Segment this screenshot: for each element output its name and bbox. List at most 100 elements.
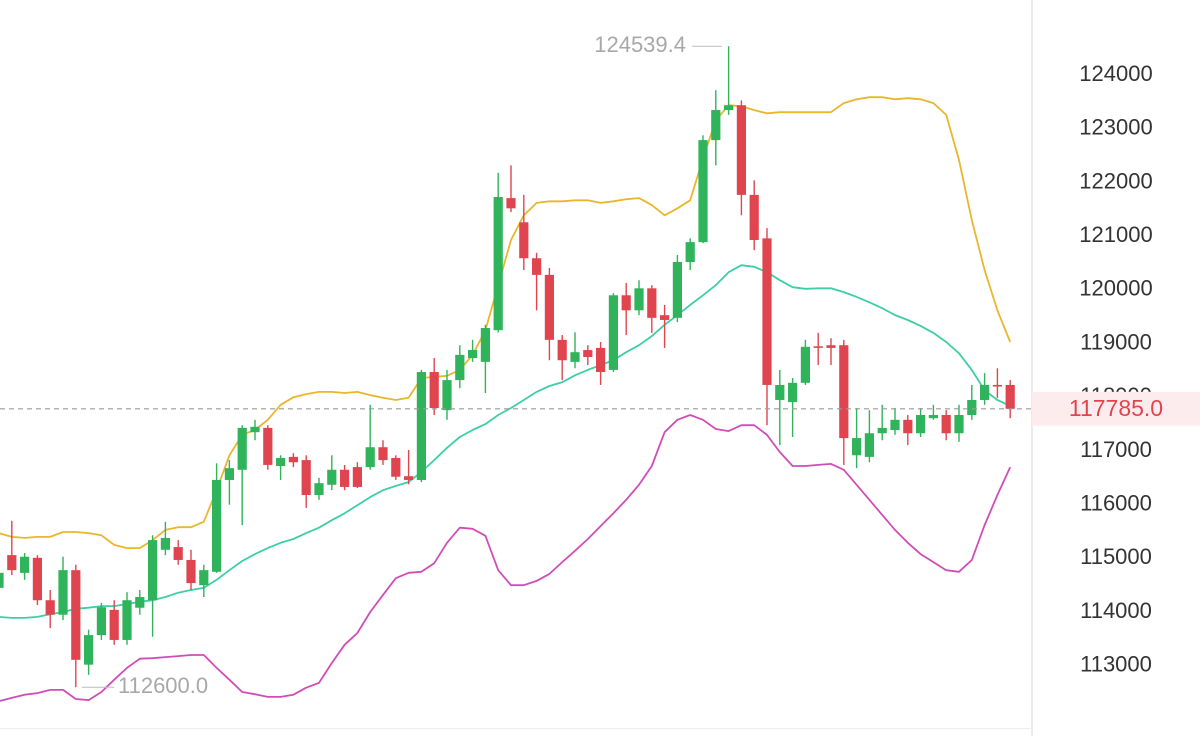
candle-body [378, 447, 388, 461]
candle-body [967, 399, 977, 416]
y-tick-label: 116000 [1080, 490, 1152, 515]
candle-body [954, 415, 964, 434]
candle-body [58, 570, 68, 615]
candle-body [749, 194, 759, 240]
high-annotation: 124539.4 [594, 32, 686, 57]
y-tick-label: 123000 [1079, 115, 1152, 140]
candle-body [0, 572, 4, 588]
y-tick-label: 121000 [1079, 222, 1152, 247]
candle-body [135, 597, 145, 608]
candle-body [84, 635, 94, 665]
candle-body [480, 328, 490, 362]
y-tick-label: 113000 [1080, 652, 1152, 677]
candle-body [122, 600, 132, 640]
candle-body [32, 557, 42, 601]
candle-body [596, 347, 606, 373]
candle-body [148, 540, 158, 601]
candle-body [877, 427, 887, 434]
y-axis: 1130001140001150001160001170001180001190… [1079, 61, 1152, 677]
candle-body [775, 384, 785, 400]
candle-body [224, 468, 234, 480]
candle-body [608, 295, 618, 370]
candle-body [800, 346, 810, 383]
candle-body [826, 345, 836, 348]
candle-body [544, 274, 554, 340]
y-tick-label: 120000 [1079, 276, 1152, 301]
candle-body [263, 427, 273, 465]
candle-body [762, 238, 772, 385]
plot-area [0, 46, 1015, 702]
candle-body [250, 426, 260, 433]
candle-body [7, 555, 17, 571]
candle-body [352, 467, 362, 487]
candle-body [852, 438, 862, 456]
candle-body [71, 570, 81, 660]
candle-body [416, 372, 426, 480]
candle-body [301, 460, 311, 495]
candle-body [557, 339, 567, 361]
candle-body [327, 469, 337, 485]
y-tick-label: 114000 [1080, 598, 1152, 623]
band-line [0, 96, 1012, 549]
candle-body [634, 288, 644, 311]
candle-body [660, 315, 670, 320]
candle-body [698, 140, 708, 243]
candle-body [928, 415, 938, 419]
candle-body [160, 537, 170, 550]
candle-body [404, 476, 414, 480]
candle-body [173, 547, 183, 560]
candle-body [391, 457, 401, 477]
candle-body [493, 197, 503, 331]
candle-body [570, 352, 580, 362]
candle-body [621, 295, 631, 311]
y-tick-label: 117000 [1080, 437, 1152, 462]
candle-body [276, 457, 286, 467]
candle-body [992, 384, 1002, 387]
candle-body [903, 419, 913, 434]
candle-body [788, 382, 798, 403]
band-line [0, 414, 1012, 702]
candle-body [506, 198, 516, 209]
y-tick-label: 115000 [1080, 544, 1152, 569]
candle-body [711, 110, 721, 141]
candle-body [647, 288, 657, 318]
candle-body [685, 242, 695, 262]
candle-body [288, 456, 298, 463]
candle-body [365, 447, 375, 468]
y-tick-label: 119000 [1080, 329, 1152, 354]
candle-body [455, 354, 465, 381]
candle-body [532, 258, 542, 275]
price-label: 117785.0 [1069, 395, 1163, 421]
candle-body [864, 433, 874, 457]
candle-body [980, 384, 990, 400]
candle-body [314, 483, 324, 495]
candle-body [468, 350, 478, 359]
candle-body [340, 469, 350, 487]
candle-body [96, 607, 106, 636]
candle-body [941, 415, 951, 434]
candle-body [813, 346, 823, 348]
candle-body [672, 261, 682, 318]
price-tag [1032, 391, 1200, 426]
y-tick-label: 122000 [1079, 168, 1152, 193]
candle-body [45, 600, 55, 615]
band-line [0, 264, 1011, 619]
candle-body [237, 427, 247, 470]
candle-body [519, 222, 529, 259]
candle-body [736, 105, 746, 195]
y-tick-label: 124000 [1079, 61, 1152, 86]
candle-body [212, 479, 222, 572]
candle-body [916, 415, 926, 434]
low-annotation: 112600.0 [118, 673, 208, 698]
candle-body [20, 556, 30, 573]
candle-body [583, 350, 593, 358]
candle-body [890, 419, 900, 431]
candle-body [199, 570, 209, 586]
candle-body [429, 372, 439, 409]
candle-body [724, 105, 734, 111]
candle-body [839, 345, 849, 439]
candle-body [442, 380, 452, 411]
candle-body [186, 559, 196, 584]
